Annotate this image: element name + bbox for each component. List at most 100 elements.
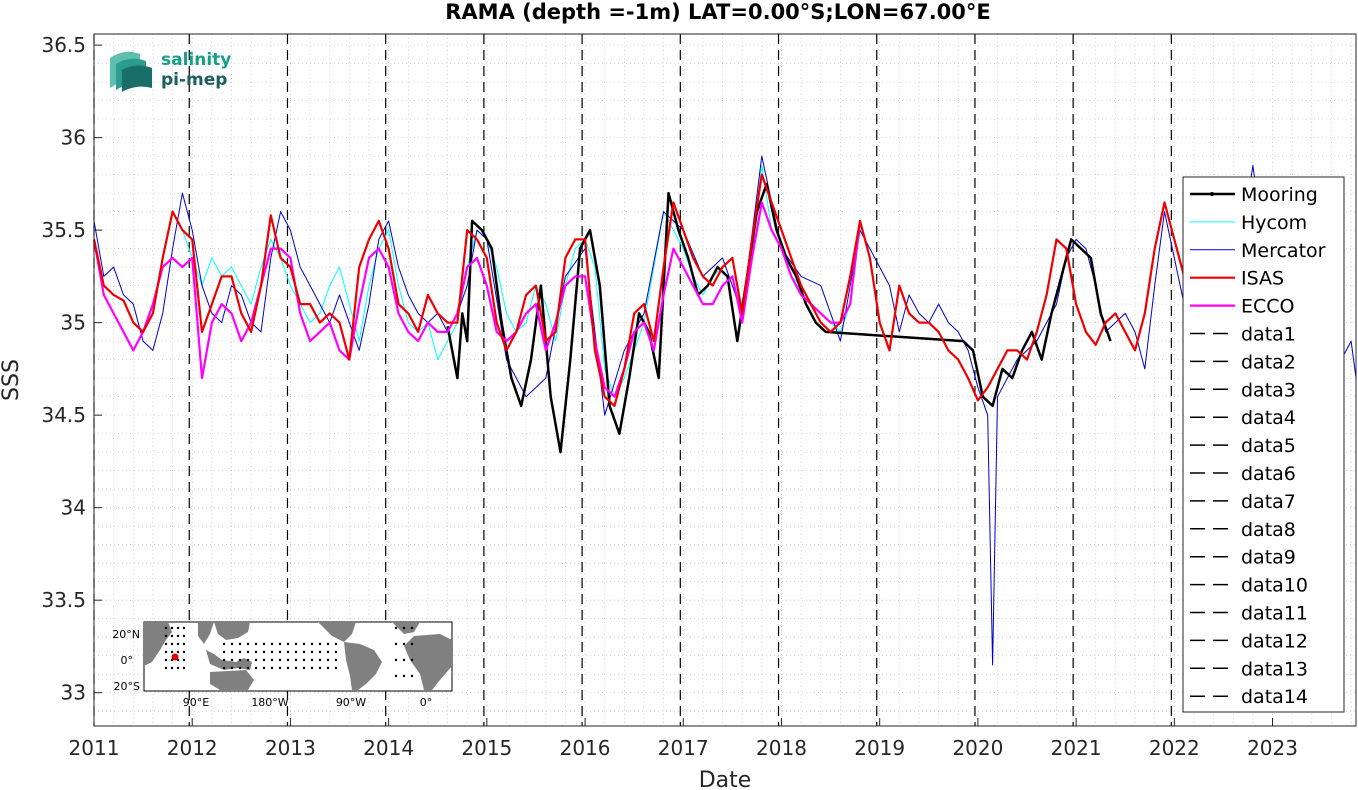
- inset-dot: [270, 658, 274, 662]
- inset-dot: [176, 634, 180, 638]
- inset-dot: [176, 666, 180, 670]
- y-axis-label: SSS: [0, 359, 24, 401]
- y-tick-label: 36: [61, 126, 86, 150]
- legend-label-data8: data8: [1241, 519, 1296, 541]
- inset-dot: [294, 666, 298, 670]
- inset-dot: [164, 634, 168, 638]
- inset-dot: [310, 650, 314, 654]
- legend-label-data4: data4: [1241, 407, 1296, 429]
- inset-dot: [182, 650, 186, 654]
- inset-dot: [246, 650, 250, 654]
- inset-dot: [164, 666, 168, 670]
- inset-dot: [222, 666, 226, 670]
- y-tick-label: 36.5: [41, 33, 86, 57]
- inset-dot: [326, 658, 330, 662]
- inset-dot: [246, 666, 250, 670]
- inset-dot: [270, 650, 274, 654]
- inset-dot: [182, 634, 186, 638]
- inset-lat-20s: 20°S: [114, 680, 140, 693]
- inset-dot: [164, 626, 168, 630]
- inset-dot: [278, 642, 282, 646]
- inset-dot: [286, 642, 290, 646]
- inset-dot: [394, 658, 398, 662]
- legend-label-data1: data1: [1241, 324, 1296, 346]
- logo-line1: salinity: [161, 50, 231, 70]
- x-tick-label: 2023: [1247, 736, 1298, 760]
- inset-dot: [394, 642, 398, 646]
- inset-dot: [182, 626, 186, 630]
- inset-dot: [270, 666, 274, 670]
- x-tick-label: 2017: [658, 736, 709, 760]
- legend-label-data10: data10: [1241, 575, 1308, 597]
- plot-area: [92, 33, 1357, 727]
- inset-dot: [176, 650, 180, 654]
- legend-label-data7: data7: [1241, 491, 1296, 513]
- x-tick-label: 2016: [560, 736, 611, 760]
- x-tick-label: 2018: [756, 736, 807, 760]
- y-tick-label: 33.5: [41, 588, 86, 612]
- inset-mooring-dots: [164, 626, 414, 678]
- inset-dot: [402, 626, 406, 630]
- x-tick-label: 2019: [854, 736, 905, 760]
- inset-dot: [262, 666, 266, 670]
- inset-land: [144, 622, 452, 690]
- inset-dot: [254, 666, 258, 670]
- inset-dot: [326, 642, 330, 646]
- logo-line2: pi-mep: [161, 70, 227, 90]
- inset-dot: [238, 666, 242, 670]
- inset-selected-mooring: [171, 653, 179, 661]
- legend-label-data9: data9: [1241, 547, 1296, 569]
- inset-dot: [294, 658, 298, 662]
- inset-dot: [230, 642, 234, 646]
- x-tick-label: 2020: [952, 736, 1003, 760]
- inset-lon-90w: 90°W: [336, 696, 366, 709]
- series-group: [92, 155, 1357, 666]
- inset-dot: [302, 650, 306, 654]
- y-tick-label: 34.5: [41, 403, 86, 427]
- legend-label-data6: data6: [1241, 463, 1296, 485]
- inset-lon-0: 0°: [420, 696, 433, 709]
- inset-dot: [302, 642, 306, 646]
- inset-lon-180w: 180°W: [251, 696, 288, 709]
- inset-dot: [294, 642, 298, 646]
- inset-dot: [326, 650, 330, 654]
- legend-label-hycom: Hycom: [1241, 212, 1307, 234]
- inset-dot: [310, 658, 314, 662]
- y-tick-label: 35: [61, 311, 86, 335]
- inset-map: 20°N 0° 20°S 90°E 180°W 90°W 0°: [112, 621, 453, 709]
- inset-dot: [262, 642, 266, 646]
- x-axis-label: Date: [699, 768, 752, 790]
- inset-dot: [262, 658, 266, 662]
- plot-frame: [93, 33, 1357, 727]
- x-tick-label: 2014: [363, 736, 414, 760]
- x-tick-label: 2012: [167, 736, 218, 760]
- inset-dot: [402, 674, 406, 678]
- inset-dot: [170, 650, 174, 654]
- inset-dot: [176, 642, 180, 646]
- legend-label-isas: ISAS: [1241, 268, 1284, 290]
- legend-label-data5: data5: [1241, 435, 1296, 457]
- legend-label-ecco: ECCO: [1241, 296, 1295, 318]
- inset-dot: [222, 650, 226, 654]
- x-tick-label: 2015: [461, 736, 512, 760]
- inset-dot: [182, 642, 186, 646]
- inset-dot: [182, 666, 186, 670]
- inset-dot: [222, 658, 226, 662]
- inset-dot: [318, 650, 322, 654]
- inset-dot: [410, 674, 414, 678]
- y-axis-ticks: 33 33.5 34 34.5 35 35.5 36 36.5: [41, 33, 102, 705]
- y-tick-label: 34: [61, 496, 86, 520]
- inset-dot: [230, 650, 234, 654]
- inset-dot: [402, 658, 406, 662]
- inset-dot: [176, 626, 180, 630]
- inset-dot: [310, 666, 314, 670]
- inset-dot: [270, 642, 274, 646]
- inset-dot: [410, 626, 414, 630]
- legend-label-data11: data11: [1241, 603, 1308, 625]
- inset-dot: [410, 642, 414, 646]
- inset-dot: [278, 666, 282, 670]
- inset-dot: [286, 650, 290, 654]
- inset-dot: [318, 658, 322, 662]
- inset-dot: [262, 650, 266, 654]
